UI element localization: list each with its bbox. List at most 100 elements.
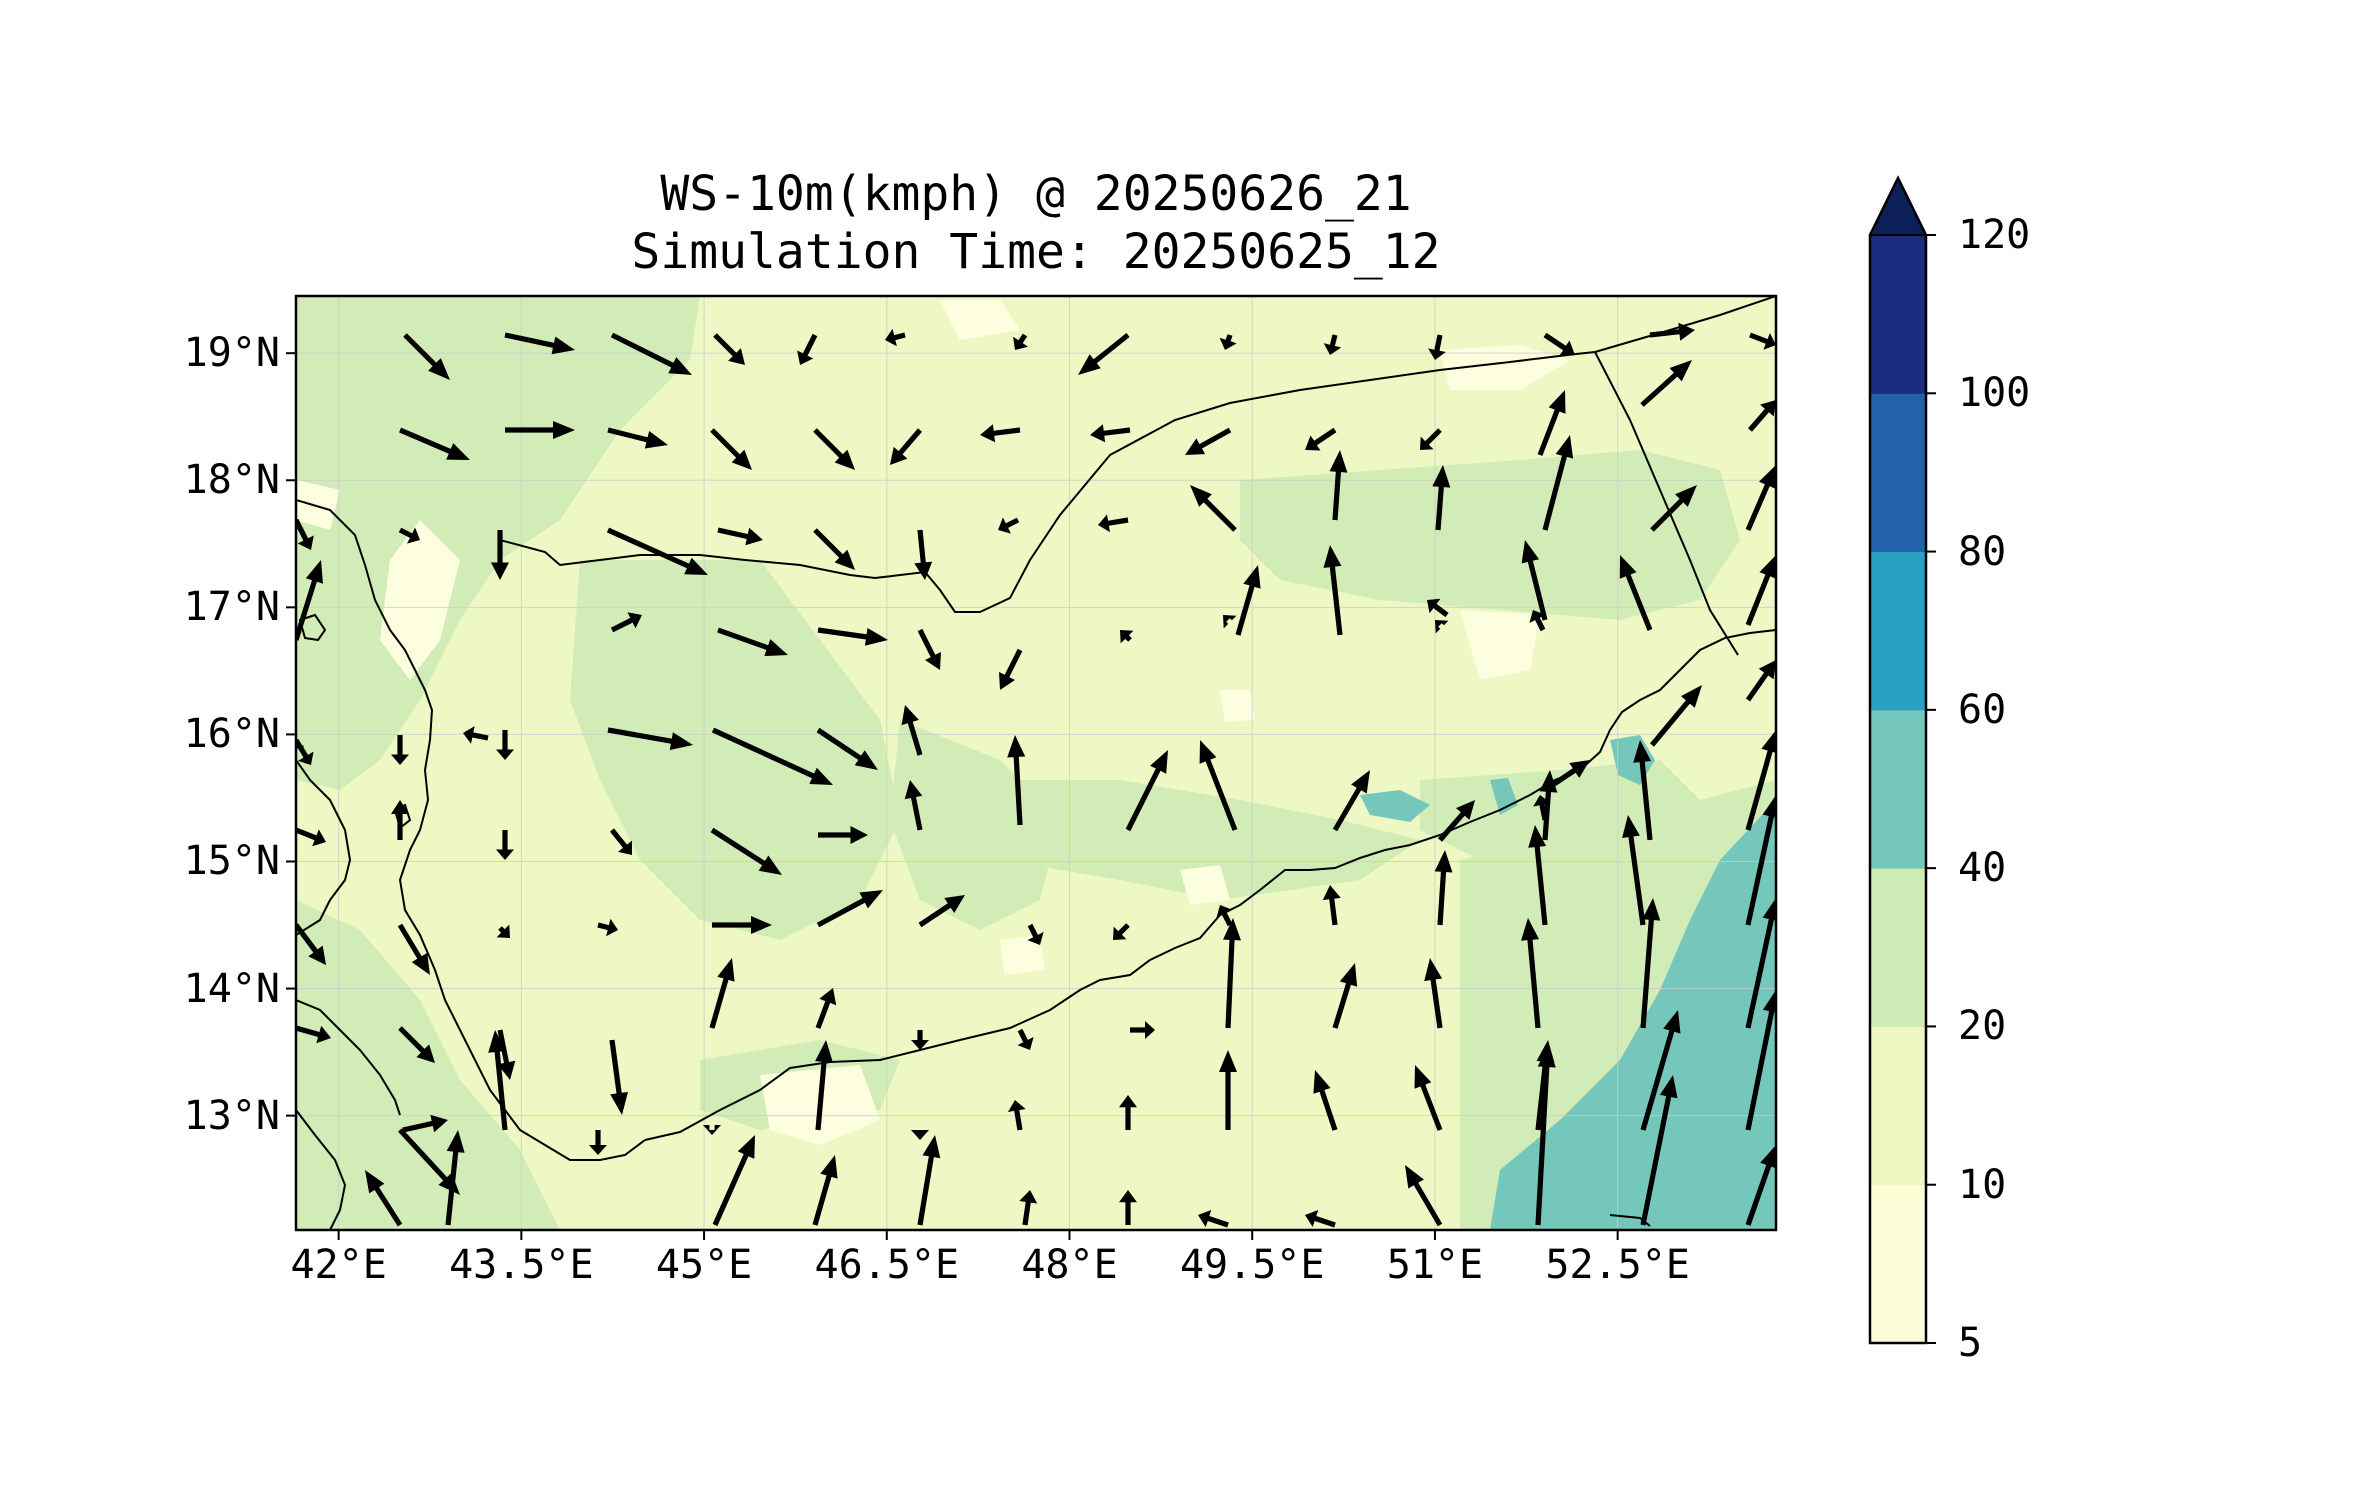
wind-vector-arrow <box>1013 333 1028 350</box>
wind-vector-arrow <box>1329 450 1348 521</box>
oman-yemen-border <box>1594 351 1739 656</box>
y-tick-label: 17°N <box>183 584 280 631</box>
wind-vector-arrow <box>1223 918 1241 1029</box>
wind-vector-arrow <box>918 895 965 928</box>
coastlines-and-borders <box>296 296 1776 1230</box>
wind-vector-arrow <box>296 738 314 765</box>
wind-vector-arrow <box>1521 540 1548 621</box>
wind-vector-arrow <box>1539 770 1558 841</box>
y-tick-label: 18°N <box>183 457 280 504</box>
wind-vector-arrow <box>815 1040 833 1131</box>
wind-vector-arrow <box>398 527 420 544</box>
wind-vector-arrow <box>1098 514 1129 533</box>
wind-speed-contour-patch <box>1180 865 1230 905</box>
island <box>1609 1214 1651 1227</box>
wind-vector-arrow <box>610 612 642 633</box>
wind-vector-arrow <box>998 517 1020 534</box>
wind-speed-contour-patch <box>1000 935 1045 975</box>
gridlines <box>296 296 1776 1230</box>
wind-vector-arrow <box>911 1030 929 1050</box>
wind-speed-contour-patch <box>1460 610 1540 680</box>
wind-vector-arrow <box>1322 885 1341 926</box>
oman-border <box>1594 296 1776 353</box>
wind-vector-arrow <box>398 1128 460 1195</box>
wind-vector-arrow <box>1027 923 1044 945</box>
wind-vector-arrow <box>505 421 575 439</box>
plot-title-line-1: WS-10m(kmph) @ 20250626_21 <box>660 166 1412 222</box>
wind-vector-arrow <box>491 530 509 580</box>
wind-vector-arrow <box>1529 610 1546 632</box>
wind-speed-contour-patch <box>890 720 1060 930</box>
wind-vector-arrow <box>797 333 818 365</box>
wind-vector-arrow <box>816 727 878 770</box>
wind-vector-arrow <box>497 1029 516 1080</box>
wind-vector-arrow <box>1420 428 1442 450</box>
x-tick-label: 42°E <box>290 1242 387 1288</box>
wind-vector-arrow <box>1543 332 1575 356</box>
map-frame <box>294 294 1778 1232</box>
wind-vector-arrow <box>607 427 668 449</box>
wind-vector-arrow <box>1748 400 1776 432</box>
wind-vector-arrow <box>496 830 514 860</box>
wind-speed-contour-patch <box>1360 790 1430 822</box>
wind-vector-arrow <box>610 332 692 375</box>
wind-vector-arrow <box>911 1130 929 1140</box>
wind-vector-arrow <box>1323 545 1343 636</box>
colorbar-tick-label: 10 <box>1958 1161 2007 1208</box>
wind-vector-arrow <box>1745 898 1776 1029</box>
colorbar-tick-label: 5 <box>1958 1320 1983 1366</box>
wind-vector-arrow <box>709 958 735 1029</box>
colorbar-band <box>1870 393 1926 553</box>
red-sea-coastline <box>296 499 646 1161</box>
wind-vector-arrow <box>403 333 450 380</box>
wind-vector-arrow <box>597 918 618 937</box>
y-tick-marks <box>286 352 296 1117</box>
wind-vector-arrow <box>1619 555 1653 631</box>
wind-speed-contour-patch <box>296 900 560 1230</box>
west-lower-coastline <box>296 999 401 1116</box>
wind-vector-arrow <box>296 560 323 641</box>
x-tick-label: 45°E <box>655 1242 753 1288</box>
colorbar-band <box>1870 551 1926 711</box>
wind-speed-contour-patch <box>1440 345 1570 390</box>
colorbar-frame <box>1868 175 1928 1345</box>
wind-vector-arrow <box>1745 795 1776 926</box>
wind-vector-arrow <box>980 424 1021 443</box>
wind-vector-arrow <box>496 924 510 938</box>
wind-vector-arrow <box>1438 800 1475 842</box>
wind-vector-arrow <box>1745 1145 1776 1226</box>
wind-vector-arrow <box>399 427 470 460</box>
wind-vector-arrow <box>1745 730 1776 831</box>
wind-vector-arrow <box>1090 424 1131 443</box>
wind-vector-arrow <box>607 727 693 750</box>
wind-vector-arrow <box>1435 620 1449 634</box>
x-tick-label: 49.5°E <box>1179 1242 1325 1288</box>
colorbar <box>1868 175 1936 1345</box>
wind-vector-arrow <box>1542 435 1574 531</box>
wind-vector-arrow <box>397 923 430 975</box>
wind-vector-arrow <box>296 745 305 755</box>
wind-vector-arrow <box>391 735 409 765</box>
wind-vector-arrow <box>1745 660 1776 702</box>
wind-vector-arrow <box>610 828 632 855</box>
wind-vector-arrow <box>1649 322 1695 341</box>
colorbar-tick-label: 60 <box>1958 686 2007 733</box>
wind-vector-arrow <box>712 1135 755 1227</box>
wind-vector-arrow <box>713 333 745 365</box>
x-tick-label: 43.5°E <box>449 1242 594 1288</box>
wind-vector-arrow <box>488 1030 508 1131</box>
colorbar-band <box>1870 868 1926 1027</box>
wind-vector-arrow <box>1640 1075 1678 1226</box>
wind-vector-arrow <box>1640 898 1661 1029</box>
y-tick-label: 19°N <box>183 330 280 377</box>
wind-vector-arrow <box>504 332 575 355</box>
colorbar-tick-label: 40 <box>1958 845 2007 892</box>
wind-vector-arrow <box>917 1135 941 1226</box>
wind-vector-arrow <box>296 827 326 847</box>
wind-vector-arrow <box>1537 390 1566 456</box>
wind-speed-contour-patch <box>1220 690 1255 722</box>
wind-vector-arrow <box>1405 1165 1443 1227</box>
wind-vector-arrow <box>1622 815 1646 926</box>
y-tick-label: 15°N <box>183 838 280 885</box>
saudi-yemen-border <box>499 351 1596 613</box>
